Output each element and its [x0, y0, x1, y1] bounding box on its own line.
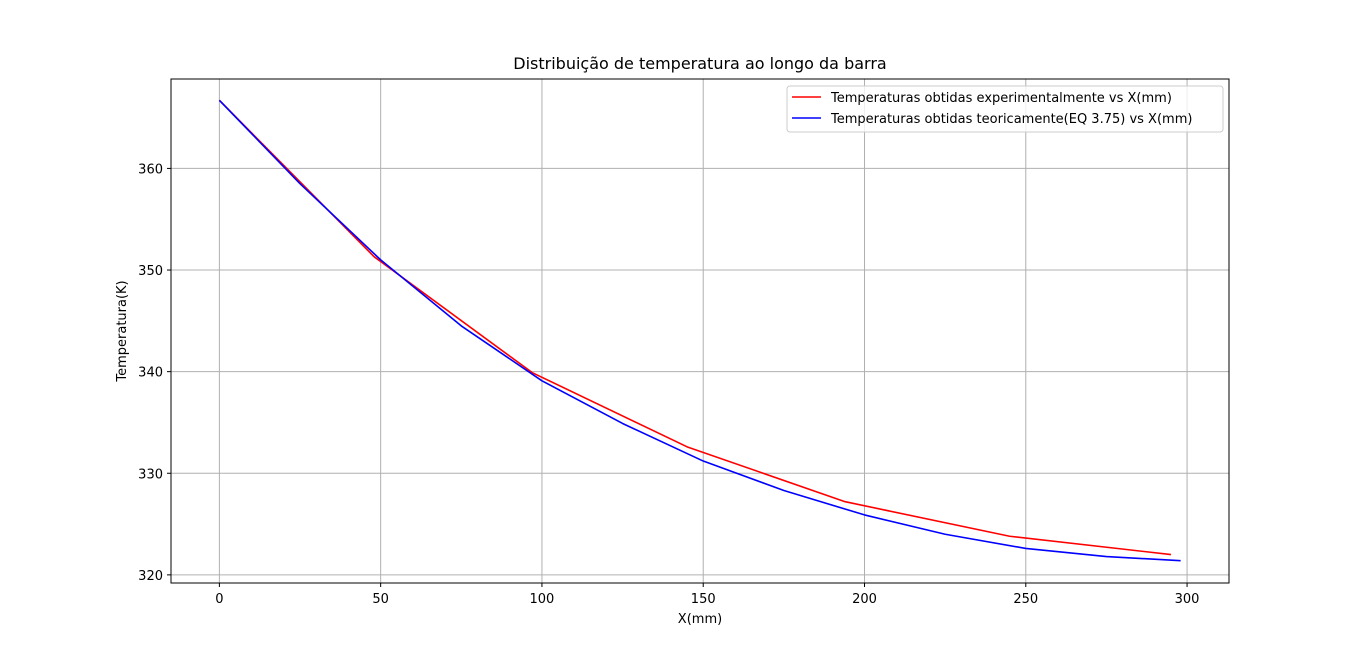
legend-label-0: Temperaturas obtidas experimentalmente v…: [830, 91, 1172, 106]
x-axis-label: X(mm): [678, 612, 722, 627]
grid-lines: [171, 79, 1229, 583]
y-tick-label: 360: [138, 162, 163, 177]
x-tick-label: 100: [530, 592, 555, 607]
y-tick-label: 350: [138, 264, 163, 279]
series-line-theoretical: [218, 99, 1181, 562]
y-tick-label: 340: [138, 366, 163, 381]
legend: Temperaturas obtidas experimentalmente v…: [786, 85, 1224, 133]
series-line-experimental: [218, 99, 1172, 556]
x-tick-label: 0: [215, 592, 223, 607]
axis-ticks: 0 50 100 150 200 250 300 320 330 340 350 360: [138, 162, 1199, 607]
x-tick-label: 150: [691, 592, 716, 607]
y-axis-label: Temperatura(K): [115, 280, 130, 382]
x-tick-label: 300: [1175, 592, 1200, 607]
x-tick-label: 50: [372, 592, 389, 607]
y-tick-label: 320: [138, 569, 163, 584]
chart-title: Distribuição de temperatura ao longo da …: [513, 54, 886, 73]
legend-box: [786, 85, 1224, 133]
x-tick-label: 200: [852, 592, 877, 607]
legend-label-1: Temperaturas obtidas teoricamente(EQ 3.7…: [830, 112, 1192, 127]
series-lines: [218, 99, 1181, 562]
plot-frame: [170, 78, 1230, 584]
y-tick-label: 330: [138, 467, 163, 482]
x-tick-label: 250: [1013, 592, 1038, 607]
